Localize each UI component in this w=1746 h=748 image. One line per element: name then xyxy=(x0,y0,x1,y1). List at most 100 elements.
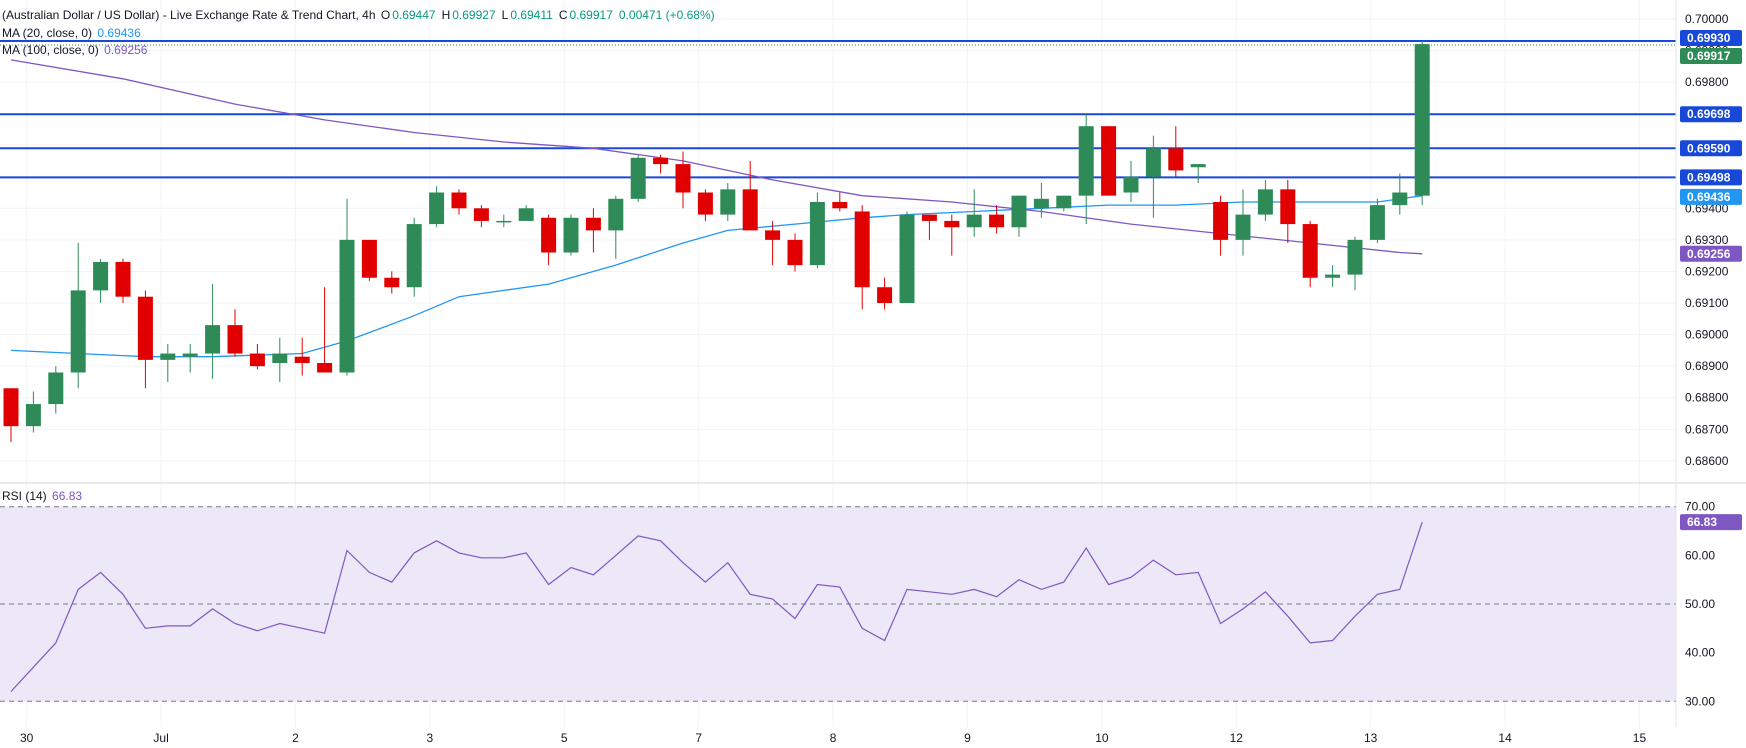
candle-body xyxy=(518,208,534,221)
candle-body xyxy=(294,356,310,364)
open-value: 0.69447 xyxy=(392,8,436,22)
candle-body xyxy=(272,353,288,364)
high-key: H xyxy=(441,8,451,22)
price-tag-bg xyxy=(1680,106,1742,123)
candle-body xyxy=(93,261,109,291)
x-tick-label: 15 xyxy=(1633,731,1647,745)
candle-body xyxy=(697,192,713,215)
price-tag: 0.69436 xyxy=(1687,190,1731,204)
candle-body xyxy=(317,363,333,373)
candle-body xyxy=(1347,239,1363,275)
rsi-tick-label: 40.00 xyxy=(1685,646,1715,660)
y-tick-label: 0.69800 xyxy=(1685,75,1729,89)
candle-body xyxy=(765,230,781,240)
x-tick-label: 12 xyxy=(1230,731,1244,745)
candle-body xyxy=(832,201,848,209)
price-tags: 0.69930 0.69917 0.69698 0.69590 0.69498 0.694… xyxy=(1680,30,1742,531)
rsi-legend[interactable]: RSI (14) 66.83 xyxy=(2,488,84,504)
candle-body xyxy=(182,353,198,357)
rsi-value: 66.83 xyxy=(52,489,83,503)
candle-body xyxy=(384,277,400,288)
candle-body xyxy=(249,353,265,367)
rsi-line xyxy=(10,521,1423,692)
x-tick-label: 7 xyxy=(695,731,702,745)
candle-body xyxy=(966,214,982,228)
x-tick-label: 2 xyxy=(292,731,299,745)
y-tick-label: 0.68900 xyxy=(1685,359,1729,373)
candle-body xyxy=(137,296,153,360)
price-tag: 0.69917 xyxy=(1687,49,1731,63)
rsi-series xyxy=(10,521,1423,692)
ma20-value: 0.69436 xyxy=(97,26,141,40)
x-tick-label: 8 xyxy=(830,731,837,745)
rsi-tick-label: 50.00 xyxy=(1685,597,1715,611)
x-tick-label: Jul xyxy=(153,731,168,745)
candle-body xyxy=(720,189,736,215)
ma100-line xyxy=(10,59,1423,255)
ma20-label: MA (20, close, 0) xyxy=(2,26,93,40)
ma20-line xyxy=(10,195,1423,358)
candlestick-series xyxy=(3,40,1430,442)
candle-body xyxy=(854,211,870,288)
x-tick-label: 14 xyxy=(1498,731,1512,745)
candle-body xyxy=(1078,126,1094,196)
close-key: C xyxy=(558,8,568,22)
candle-body xyxy=(205,325,221,354)
ma20-legend[interactable]: MA (20, close, 0) 0.69436 xyxy=(2,25,143,41)
candle-body xyxy=(1056,195,1072,209)
candle-body xyxy=(608,198,624,231)
candle-body xyxy=(1257,189,1273,215)
candle-body xyxy=(160,353,176,360)
y-tick-label: 0.69200 xyxy=(1685,264,1729,278)
rsi-tick-label: 70.00 xyxy=(1685,500,1715,514)
candle-body xyxy=(1033,198,1049,209)
price-tag: 0.69698 xyxy=(1687,107,1731,121)
y-tick-label: 0.70000 xyxy=(1685,12,1729,26)
price-tag-bg xyxy=(1680,48,1742,64)
candle-body xyxy=(944,220,960,228)
candle-body xyxy=(585,217,601,231)
x-tick-label: 5 xyxy=(561,731,568,745)
price-tag: 0.69498 xyxy=(1687,170,1731,184)
rsi-tick-label: 30.00 xyxy=(1685,694,1715,708)
candle-body xyxy=(70,290,86,373)
x-tick-label: 9 xyxy=(964,731,971,745)
candle-body xyxy=(742,189,758,231)
symbol-title[interactable]: (Australian Dollar / US Dollar) - Live E… xyxy=(2,8,376,22)
candle-body xyxy=(429,192,445,225)
candle-body xyxy=(1145,148,1161,177)
candle-body xyxy=(25,404,41,427)
candle-body xyxy=(473,208,489,221)
candle-body xyxy=(675,164,691,193)
candle-body xyxy=(451,192,467,209)
price-tag: 0.69590 xyxy=(1687,141,1731,155)
candle-body xyxy=(1280,189,1296,225)
rsi-value-tag: 66.83 xyxy=(1687,515,1717,529)
rsi-value-tag-bg xyxy=(1680,514,1742,531)
grid xyxy=(0,0,1676,727)
price-tag-bg xyxy=(1680,188,1742,205)
candle-body xyxy=(3,388,19,427)
candle-body xyxy=(787,239,803,266)
y-tick-label: 0.68700 xyxy=(1685,422,1729,436)
y-tick-label: 0.69300 xyxy=(1685,233,1729,247)
candle-body xyxy=(563,217,579,253)
change-value: 0.00471 (+0.68%) xyxy=(618,8,715,22)
horizontal-levels xyxy=(0,39,1676,179)
candle-body xyxy=(48,372,64,405)
close-value: 0.69917 xyxy=(569,8,613,22)
candle-body xyxy=(1369,205,1385,240)
low-key: L xyxy=(501,8,509,22)
candle-body xyxy=(1213,201,1229,240)
ma100-legend[interactable]: MA (100, close, 0) 0.69256 xyxy=(2,42,149,58)
candle-body xyxy=(899,214,915,304)
y-tick-label: 0.69100 xyxy=(1685,296,1729,310)
candle-body xyxy=(1190,164,1206,168)
candle-body xyxy=(630,157,646,199)
candle-body xyxy=(1123,176,1139,193)
y-tick-label: 0.69000 xyxy=(1685,328,1729,342)
candle-body xyxy=(653,157,669,165)
candle-body xyxy=(1414,44,1430,196)
